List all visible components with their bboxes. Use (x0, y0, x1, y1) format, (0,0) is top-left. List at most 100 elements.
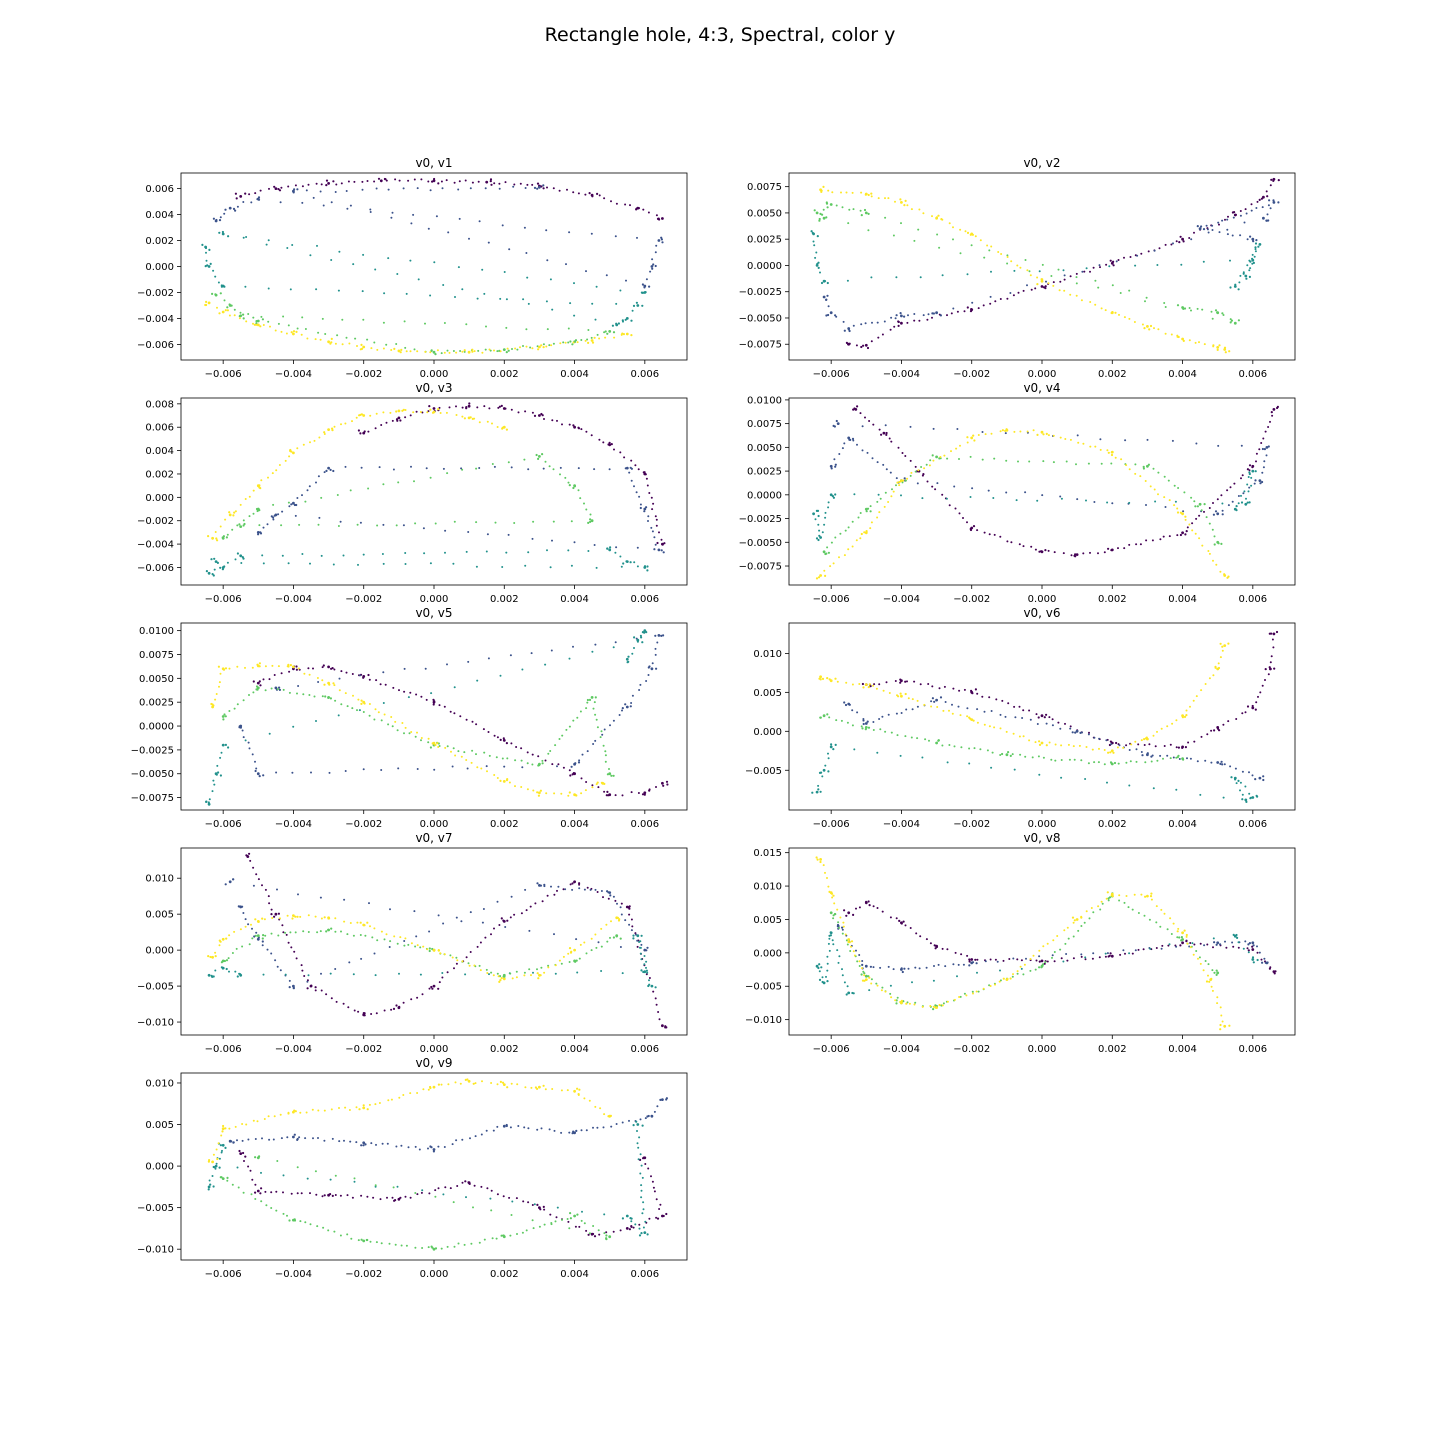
data-point (496, 972, 499, 975)
data-point (641, 641, 644, 644)
data-point (334, 342, 337, 345)
data-point (248, 852, 251, 855)
data-point (560, 962, 563, 965)
data-point (543, 971, 546, 974)
data-point (583, 502, 585, 505)
data-point (242, 557, 245, 560)
data-point (530, 974, 532, 977)
data-point (1244, 940, 1247, 943)
data-point (536, 972, 539, 975)
data-point (1112, 260, 1115, 263)
data-point (660, 236, 663, 239)
data-point (493, 927, 495, 930)
data-point (960, 953, 963, 956)
data-point (1196, 760, 1199, 763)
data-point (861, 727, 864, 730)
data-point (585, 781, 588, 783)
data-point (266, 523, 269, 526)
data-point (519, 346, 521, 349)
data-point (887, 965, 890, 968)
data-point (619, 289, 622, 292)
data-point (363, 430, 366, 433)
series-4 (221, 453, 594, 540)
data-point (847, 911, 851, 915)
data-point (1140, 739, 1143, 742)
data-point (1107, 451, 1110, 454)
data-point (236, 552, 239, 555)
data-point (639, 1172, 642, 1175)
data-point (823, 569, 826, 572)
data-point (1111, 284, 1114, 287)
data-point (333, 425, 336, 428)
x-tick-label: 0.006 (631, 594, 660, 605)
data-point (610, 1125, 613, 1128)
data-point (224, 743, 227, 747)
data-point (1147, 250, 1150, 253)
data-point (389, 940, 392, 943)
data-point (288, 505, 291, 508)
data-point (600, 781, 604, 784)
data-point (324, 333, 327, 335)
data-point (214, 951, 217, 954)
data-point (627, 906, 630, 909)
data-point (993, 726, 996, 729)
data-point (1112, 751, 1115, 754)
data-point (254, 1198, 257, 1200)
data-point (655, 518, 658, 521)
data-point (248, 515, 251, 518)
data-point (340, 423, 342, 426)
data-point (254, 769, 257, 773)
data-point (1069, 293, 1072, 296)
data-point (591, 302, 594, 305)
data-point (268, 732, 271, 735)
data-point (314, 989, 317, 992)
data-point (409, 691, 412, 694)
subplot-title: v0, v2 (1023, 156, 1060, 170)
data-point (377, 711, 380, 714)
data-point (818, 217, 821, 221)
data-point (1072, 921, 1075, 924)
x-tick-label: 0.002 (490, 819, 519, 830)
data-point (1006, 256, 1009, 258)
data-point (440, 1083, 443, 1086)
data-point (457, 1242, 460, 1245)
data-point (319, 930, 322, 933)
x-tick-label: 0.006 (1239, 369, 1268, 380)
data-point (861, 963, 864, 967)
data-point (1019, 753, 1022, 756)
data-point (1235, 933, 1238, 937)
data-point (609, 936, 611, 939)
data-point (1145, 736, 1148, 739)
data-point (928, 464, 931, 467)
data-point (828, 890, 831, 894)
data-point (635, 208, 638, 211)
data-point (568, 947, 572, 950)
data-point (362, 676, 365, 679)
data-point (1271, 638, 1274, 641)
data-point (1198, 956, 1201, 959)
data-point (827, 770, 830, 773)
data-point (584, 339, 587, 342)
series-3 (201, 230, 647, 327)
y-tick-label: −0.0075 (131, 793, 174, 804)
data-point (1216, 761, 1220, 764)
data-point (330, 201, 333, 204)
data-point (400, 348, 403, 351)
data-point (1100, 462, 1103, 465)
data-point (952, 963, 955, 966)
data-point (876, 516, 879, 519)
data-point (647, 1167, 650, 1170)
data-point (913, 680, 916, 683)
data-point (1040, 430, 1044, 434)
x-tick-label: 0.000 (1028, 819, 1057, 830)
data-point (409, 259, 412, 262)
data-point (1220, 494, 1223, 497)
data-point (1089, 551, 1091, 554)
data-point (230, 304, 233, 307)
data-point (1043, 962, 1046, 965)
data-point (396, 419, 399, 422)
y-tick-label: 0.006 (145, 184, 174, 195)
data-point (993, 457, 996, 460)
data-point (432, 1150, 435, 1153)
data-point (420, 739, 422, 742)
